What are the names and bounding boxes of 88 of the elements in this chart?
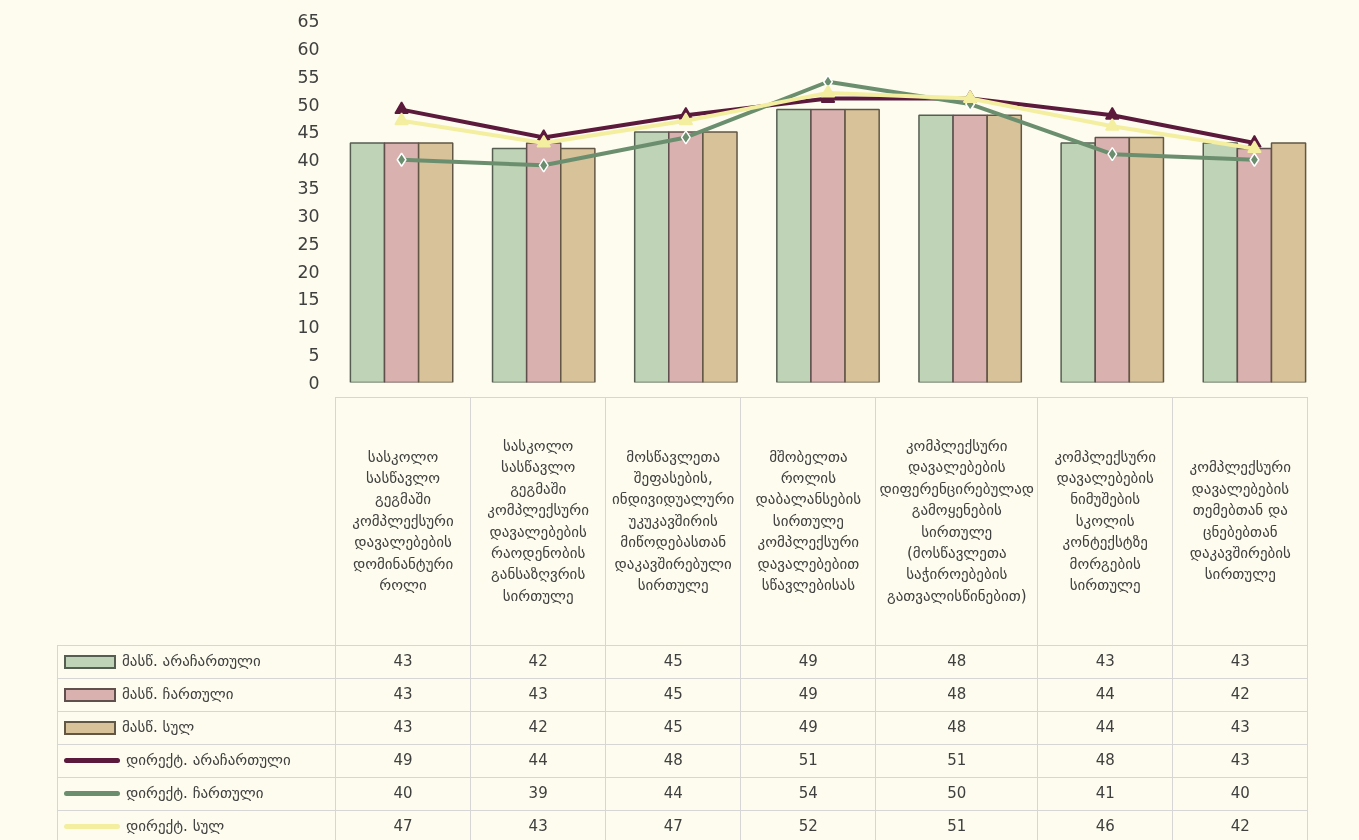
point — [396, 152, 407, 167]
data-label: 49 — [740, 711, 876, 745]
data-label: 43 — [470, 810, 606, 840]
point — [394, 112, 409, 126]
data-label: 51 — [875, 744, 1038, 778]
x-tick-label: კომპლექსური დავალებების დიფერენცირებულად გამოყენების სირთულე (მოსწავლეთა საჭიროებების გათვალისწინებით) — [875, 397, 1038, 646]
point — [394, 101, 409, 115]
point — [678, 112, 694, 126]
x-tick-label: მოსწავლეთა შეფასების, ინდივიდუალური უკუკავშირის მიწოდებასთან დაკავშირებული სირთულე — [605, 397, 741, 646]
data-label: 47 — [335, 810, 471, 840]
y-tick-label: 55 — [297, 66, 320, 87]
point — [680, 130, 691, 145]
data-label: 43 — [335, 711, 471, 745]
data-label: 48 — [875, 678, 1038, 712]
legend-label: მასწ. არაჩართული — [57, 645, 336, 679]
y-tick-label: 5 — [308, 345, 320, 366]
y-tick-label: 60 — [297, 38, 320, 59]
data-label: 43 — [335, 678, 471, 712]
bar — [633, 131, 670, 383]
x-tick-label: მშობელთა როლის დაბალანსების სირთულე კომპლექსური დავალებებით სწავლებისას — [740, 397, 876, 646]
y-tick-label: 50 — [297, 94, 320, 115]
data-label: 49 — [740, 645, 876, 679]
data-label: 51 — [740, 744, 876, 778]
data-label: 43 — [1037, 645, 1173, 679]
y-tick-label: 20 — [297, 261, 320, 282]
legend-label: დირექტ. სულ — [57, 810, 336, 840]
legend-label: დირექტ. არაჩართული — [57, 744, 336, 778]
legend-label: დირექტ. ჩართული — [57, 777, 336, 811]
data-label: 42 — [1172, 810, 1308, 840]
point — [1105, 118, 1120, 131]
data-label: 45 — [605, 678, 741, 712]
legend-label: მასწ. ჩართული — [57, 678, 336, 712]
data-label: 44 — [1037, 711, 1173, 745]
data-label: 43 — [335, 645, 471, 679]
data-label: 43 — [1172, 645, 1308, 679]
data-label: 40 — [335, 777, 471, 811]
x-tick-label: სასკოლო სასწავლო გეგმაში კომპლექსური დავალებების დომინანტური როლი — [335, 397, 471, 646]
point — [1247, 140, 1262, 154]
data-label: 43 — [470, 678, 606, 712]
point — [1249, 152, 1260, 167]
data-label: 48 — [875, 711, 1038, 745]
data-label: 45 — [605, 711, 741, 745]
y-tick-label: 25 — [297, 233, 320, 254]
y-tick-label: 30 — [297, 205, 320, 226]
y-tick-label: 15 — [297, 289, 320, 310]
y-tick-label: 35 — [297, 178, 320, 199]
data-label: 48 — [1037, 744, 1173, 778]
data-label: 50 — [875, 777, 1038, 811]
bar — [349, 142, 386, 383]
data-label: 43 — [1172, 711, 1308, 745]
data-label: 43 — [1172, 744, 1308, 778]
data-label: 44 — [470, 744, 606, 778]
data-label: 44 — [605, 777, 741, 811]
data-label: 41 — [1037, 777, 1173, 811]
bar — [491, 147, 528, 383]
y-tick-label: 0 — [308, 373, 320, 393]
data-label: 42 — [1172, 678, 1308, 712]
data-label: 49 — [740, 678, 876, 712]
data-label: 48 — [605, 744, 741, 778]
x-tick-label: კომპლექსური დავალებების თემებთან და ცნებებთან დაკავშირების სირთულე — [1172, 397, 1308, 646]
point — [536, 134, 551, 148]
bar — [918, 114, 954, 383]
bar — [776, 108, 812, 383]
y-tick-label: 10 — [297, 317, 320, 338]
bar — [1202, 142, 1239, 383]
data-label: 47 — [605, 810, 741, 840]
legend-label: მასწ. სულ — [57, 711, 336, 745]
data-label: 54 — [740, 777, 876, 811]
data-label: 40 — [1172, 777, 1308, 811]
data-label: 52 — [740, 810, 876, 840]
point — [538, 158, 549, 173]
point — [1105, 106, 1120, 120]
data-label: 39 — [470, 777, 606, 811]
y-tick-label: 65 — [297, 11, 320, 31]
data-label: 46 — [1037, 810, 1173, 840]
data-label: 45 — [605, 645, 741, 679]
y-tick-label: 40 — [297, 150, 320, 171]
point — [820, 84, 836, 98]
data-label: 51 — [875, 810, 1038, 840]
x-tick-label: კომპლექსური დავალებების ნიმუშების სკოლის კონტექსტზე მორგების სირთულე — [1037, 397, 1173, 646]
data-label: 49 — [335, 744, 471, 778]
bar — [1060, 142, 1096, 383]
y-tick-label: 45 — [297, 122, 320, 143]
data-label: 44 — [1037, 678, 1173, 712]
x-tick-label: სასკოლო სასწავლო გეგმაში კომპლექსური დავალებების რაოდენობის განსაზღვრის სირთულე — [470, 397, 606, 646]
data-label: 48 — [875, 645, 1038, 679]
data-label: 42 — [470, 711, 606, 745]
data-label: 42 — [470, 645, 606, 679]
